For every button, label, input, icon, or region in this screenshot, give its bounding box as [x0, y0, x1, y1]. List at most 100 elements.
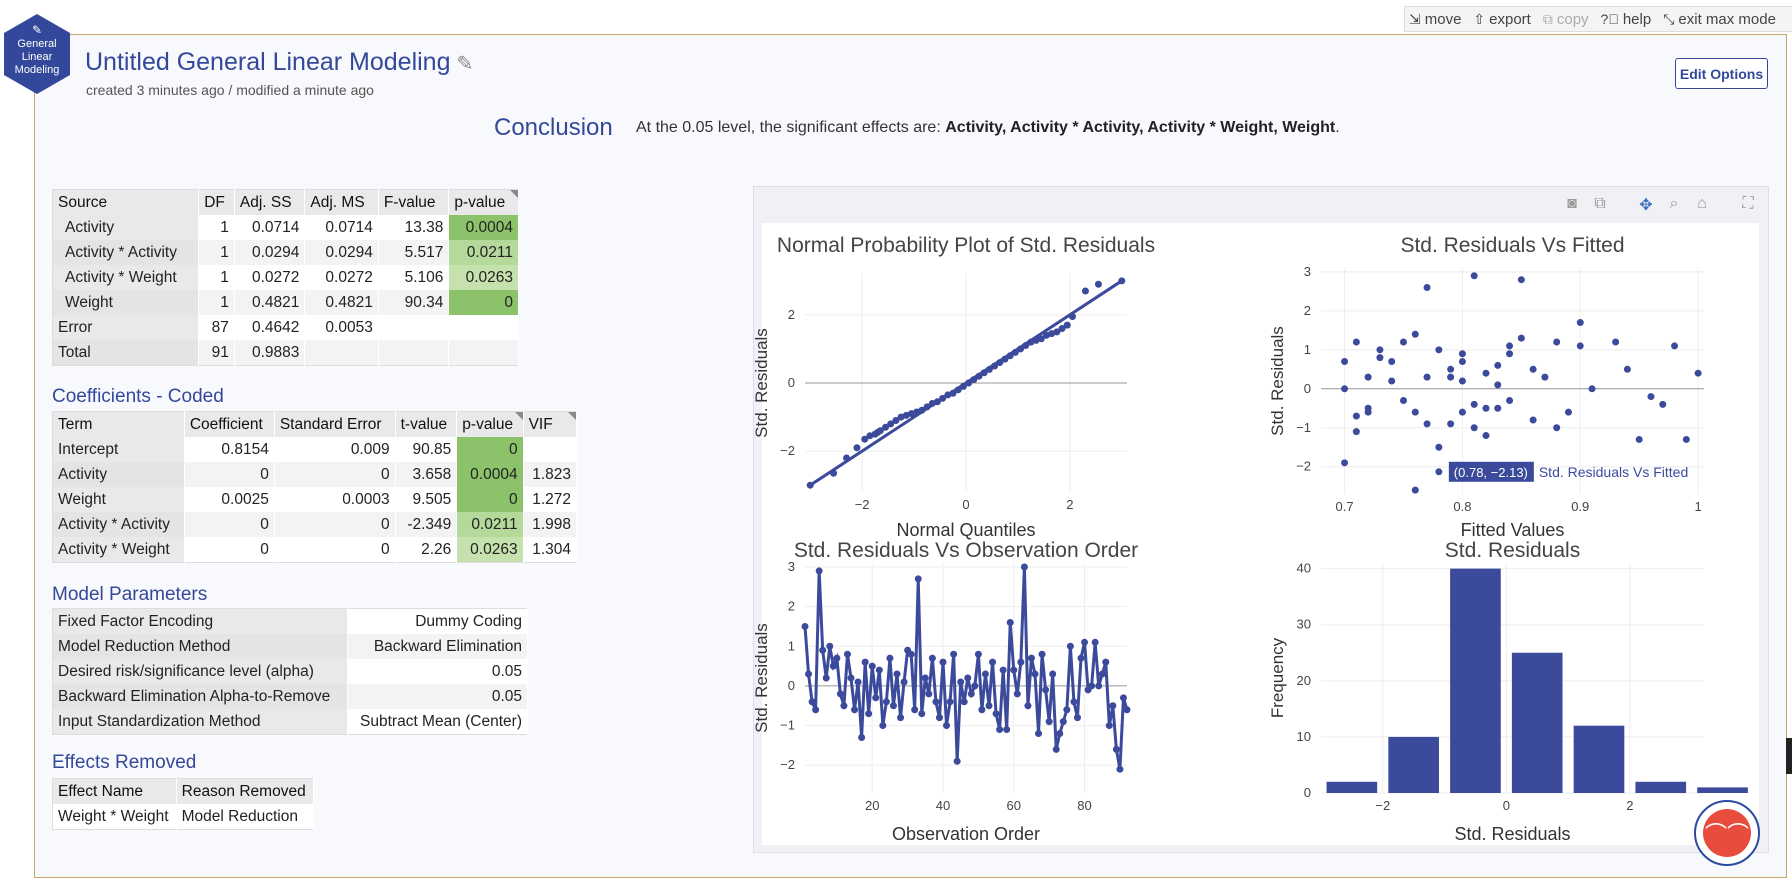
residual-plots[interactable]: −2 0 2 −2 0 2 Normal Probability Plot of Std. …: [753, 186, 1767, 851]
data-point: [801, 622, 809, 630]
pan-icon[interactable]: ✥: [1639, 197, 1653, 214]
col-reason-removed[interactable]: Reason Removed: [176, 778, 315, 804]
data-point: [933, 398, 941, 406]
col-adj-ss[interactable]: Adj. SS: [234, 189, 306, 215]
logo-line-1: General: [17, 38, 57, 50]
table-header-row: Term Coefficient Standard Error t-value …: [52, 411, 578, 437]
conclusion-effects: Activity, Activity * Activity, Activity …: [945, 119, 1336, 136]
cell: 0.0272: [304, 265, 379, 290]
cell: [448, 315, 519, 340]
cell: 3.658: [395, 462, 458, 487]
data-point: [843, 650, 851, 658]
y-axis-label: Std. Residuals: [753, 328, 771, 438]
logo-hexagon-icon: ✎: [4, 14, 70, 94]
col-standard-error[interactable]: Standard Error: [274, 411, 396, 437]
data-point: [1094, 280, 1102, 288]
help-button[interactable]: ?⃝ help: [1600, 10, 1652, 28]
logo-line-2: Linear: [21, 51, 53, 63]
data-point: [1063, 321, 1071, 329]
move-button[interactable]: ⇲ move: [1409, 10, 1462, 28]
conclusion-prefix: At the 0.05 level, the significant effec…: [636, 119, 941, 136]
data-point: [1109, 702, 1117, 710]
home-icon[interactable]: ⌂: [1697, 195, 1707, 212]
col-term[interactable]: Term: [52, 411, 185, 437]
col-t-value[interactable]: t-value: [395, 411, 458, 437]
data-point: [959, 382, 967, 390]
x-tick-label: −2: [1375, 798, 1390, 813]
cell: Error: [52, 315, 200, 340]
col-f-value[interactable]: F-value: [378, 189, 450, 215]
data-point: [1659, 400, 1667, 408]
glasses-icon: ⌒⌒: [1703, 809, 1751, 857]
data-point: [1458, 408, 1466, 416]
coefficients-table: Term Coefficient Standard Error t-value …: [52, 411, 578, 563]
data-point: [1341, 358, 1349, 366]
copy-icon: ⧉: [1542, 10, 1553, 27]
param-label: Model Reduction Method: [52, 634, 348, 659]
y-tick-label: 3: [1304, 264, 1311, 279]
data-point: [1058, 325, 1066, 332]
data-point: [965, 379, 973, 387]
col-source[interactable]: Source: [52, 189, 200, 215]
chart-title: Std. Residuals Vs Observation Order: [794, 539, 1138, 562]
cell: 0.0025: [184, 487, 275, 512]
data-point: [971, 682, 979, 690]
cell: Weight: [52, 487, 185, 512]
cell: 1.998: [523, 512, 578, 537]
data-point: [1376, 346, 1384, 354]
col-vif[interactable]: VIF: [523, 411, 578, 437]
cell-p-value: 0.0004: [448, 215, 519, 240]
table-row: Activity * Weight 0 0 2.26 0.0263 1.304: [52, 537, 578, 563]
data-point: [925, 690, 933, 698]
page-title-container: Untitled General Linear Modeling ✎: [85, 48, 473, 77]
param-value: Backward Elimination: [347, 634, 529, 659]
data-point: [975, 372, 983, 380]
add-icon[interactable]: ⧉: [1594, 195, 1606, 212]
data-point: [1435, 443, 1443, 451]
pencil-icon[interactable]: ✎: [456, 53, 474, 75]
data-point: [1435, 468, 1443, 476]
col-p-value[interactable]: p-value: [456, 411, 524, 437]
cell: 0: [184, 462, 275, 487]
y-tick-label: 0: [788, 678, 795, 693]
table-row: Fixed Factor Encoding Dummy Coding: [52, 608, 529, 634]
export-button[interactable]: ⇧ export: [1473, 10, 1531, 28]
col-p-value[interactable]: p-value: [448, 189, 519, 215]
table-row: Activity * Activity 0 0 -2.349 0.0211 1.…: [52, 512, 578, 537]
cell: 0: [184, 512, 275, 537]
resize-handle[interactable]: [1786, 738, 1792, 774]
copy-button[interactable]: ⧉ copy: [1542, 10, 1589, 28]
camera-icon[interactable]: ◙: [1567, 195, 1577, 212]
col-coefficient[interactable]: Coefficient: [184, 411, 275, 437]
hover-series-name: Std. Residuals Vs Fitted: [1539, 464, 1688, 480]
x-axis-label: Normal Quantiles: [896, 520, 1035, 540]
data-point: [1024, 702, 1032, 710]
x-tick-label: 2: [1066, 497, 1073, 512]
data-point: [1049, 670, 1057, 678]
page-title[interactable]: Untitled General Linear Modeling: [85, 48, 451, 76]
data-point: [886, 654, 894, 662]
cell: [448, 340, 519, 366]
data-point: [1081, 287, 1089, 295]
col-df[interactable]: DF: [198, 189, 235, 215]
data-point: [892, 416, 900, 424]
data-point: [1001, 355, 1009, 363]
data-point: [853, 444, 861, 452]
col-effect-name[interactable]: Effect Name: [52, 778, 177, 804]
cell: 0.4642: [234, 315, 306, 340]
table-row: Backward Elimination Alpha-to-Remove 0.0…: [52, 684, 529, 709]
col-adj-ms[interactable]: Adj. MS: [304, 189, 379, 215]
cell: 1.823: [523, 462, 578, 487]
edit-options-button[interactable]: Edit Options: [1675, 58, 1768, 89]
data-point: [953, 757, 961, 765]
hover-label: (0.78, −2.13): [1454, 465, 1528, 480]
cell: [523, 437, 578, 462]
data-point: [1682, 435, 1690, 443]
data-point: [1105, 722, 1113, 730]
data-point: [887, 420, 895, 428]
fullscreen-icon[interactable]: ⛶: [1742, 195, 1754, 212]
help-assistant-button[interactable]: ⌒⌒: [1694, 800, 1760, 866]
data-point: [1119, 694, 1127, 702]
zoom-icon[interactable]: ⌕: [1669, 195, 1679, 212]
exit-max-mode-button[interactable]: ⤡ exit max mode: [1663, 10, 1776, 28]
